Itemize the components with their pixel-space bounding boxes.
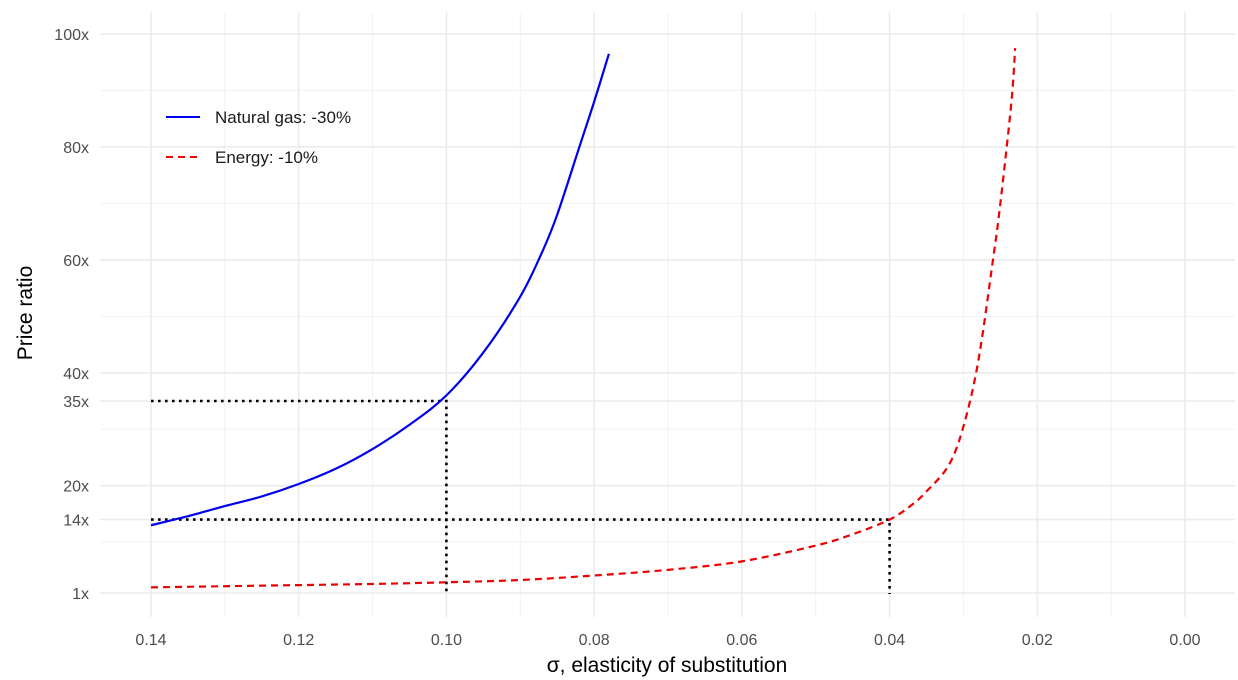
major-gridlines (100, 12, 1235, 617)
y-axis-title: Price ratio (14, 266, 37, 361)
y-tick-label: 14x (63, 513, 89, 530)
x-tick-label: 0.14 (135, 632, 166, 649)
legend-label-energy: Energy: -10% (215, 148, 318, 167)
x-tick-label: 0.10 (431, 632, 462, 649)
x-tick-label: 0.12 (283, 632, 314, 649)
x-tick-label: 0.04 (874, 632, 905, 649)
y-tick-label: 100x (54, 27, 89, 44)
series-lines (150, 48, 1017, 589)
legend: Natural gas: -30% Energy: -10% (166, 108, 351, 167)
minor-gridlines (100, 12, 1235, 617)
x-tick-label: 0.02 (1022, 632, 1053, 649)
y-tick-label: 35x (63, 394, 89, 411)
series-line-energy (150, 48, 1017, 589)
series-line-natural-gas (150, 53, 610, 527)
y-tick-label: 60x (63, 253, 89, 270)
x-tick-labels: 0.14 0.12 0.10 0.08 0.06 0.04 0.02 0.00 (135, 632, 1200, 649)
reference-line (151, 399, 448, 594)
x-tick-label: 0.08 (579, 632, 610, 649)
reference-lines (151, 399, 891, 594)
y-tick-labels: 1x 14x 20x 35x 40x 60x 80x 100x (54, 27, 89, 603)
y-tick-label: 1x (72, 586, 89, 603)
x-tick-label: 0.06 (726, 632, 757, 649)
y-tick-label: 40x (63, 366, 89, 383)
y-tick-label: 80x (63, 140, 89, 157)
x-tick-label: 0.00 (1169, 632, 1200, 649)
y-tick-label: 20x (63, 479, 89, 496)
reference-line (151, 518, 891, 594)
legend-label-natural-gas: Natural gas: -30% (215, 108, 351, 127)
x-axis-title: σ, elasticity of substitution (547, 654, 788, 677)
